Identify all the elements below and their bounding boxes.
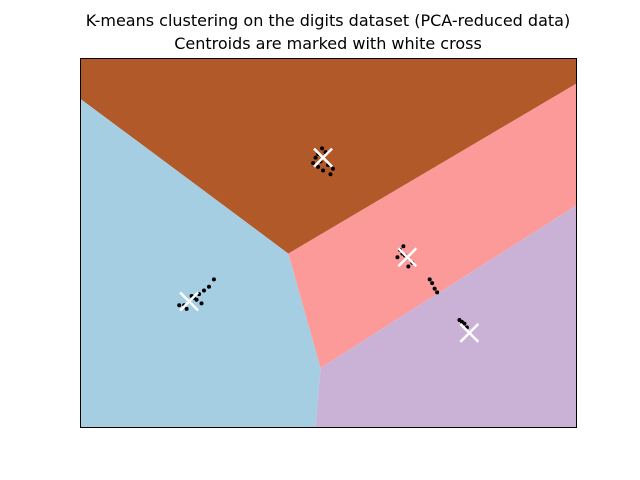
- region-cluster-brown: [80, 58, 576, 254]
- cluster-regions: [80, 58, 576, 427]
- centroid-markers: [179, 147, 480, 343]
- data-point: [311, 161, 316, 166]
- data-point: [430, 281, 435, 286]
- data-point: [313, 155, 318, 160]
- data-point: [316, 164, 321, 169]
- data-point: [395, 255, 400, 260]
- data-point: [320, 146, 325, 151]
- data-point: [328, 172, 333, 177]
- region-cluster-pink: [288, 83, 576, 368]
- data-point: [206, 284, 211, 289]
- chart-title: K-means clustering on the digits dataset…: [85, 11, 571, 30]
- region-cluster-lavender: [315, 205, 576, 427]
- data-point: [459, 319, 464, 324]
- plot-frame: [80, 58, 577, 428]
- data-point: [435, 290, 440, 295]
- region-cluster-light-blue: [80, 98, 321, 427]
- data-point: [401, 244, 406, 249]
- data-point: [202, 288, 206, 293]
- centroid-cross: [459, 323, 480, 343]
- centroid-cross: [397, 247, 418, 268]
- data-point: [194, 297, 199, 302]
- data-point: [177, 303, 182, 308]
- data-point: [199, 301, 204, 306]
- centroid-cross: [313, 147, 333, 168]
- data-point: [330, 166, 335, 171]
- data-point: [406, 264, 411, 269]
- data-point: [211, 277, 216, 282]
- centroid-cross: [179, 291, 200, 312]
- data-point: [427, 277, 432, 282]
- data-point: [432, 286, 437, 291]
- data-point: [321, 168, 326, 173]
- data-point: [184, 306, 189, 311]
- chart-subtitle: Centroids are marked with white cross: [174, 34, 482, 53]
